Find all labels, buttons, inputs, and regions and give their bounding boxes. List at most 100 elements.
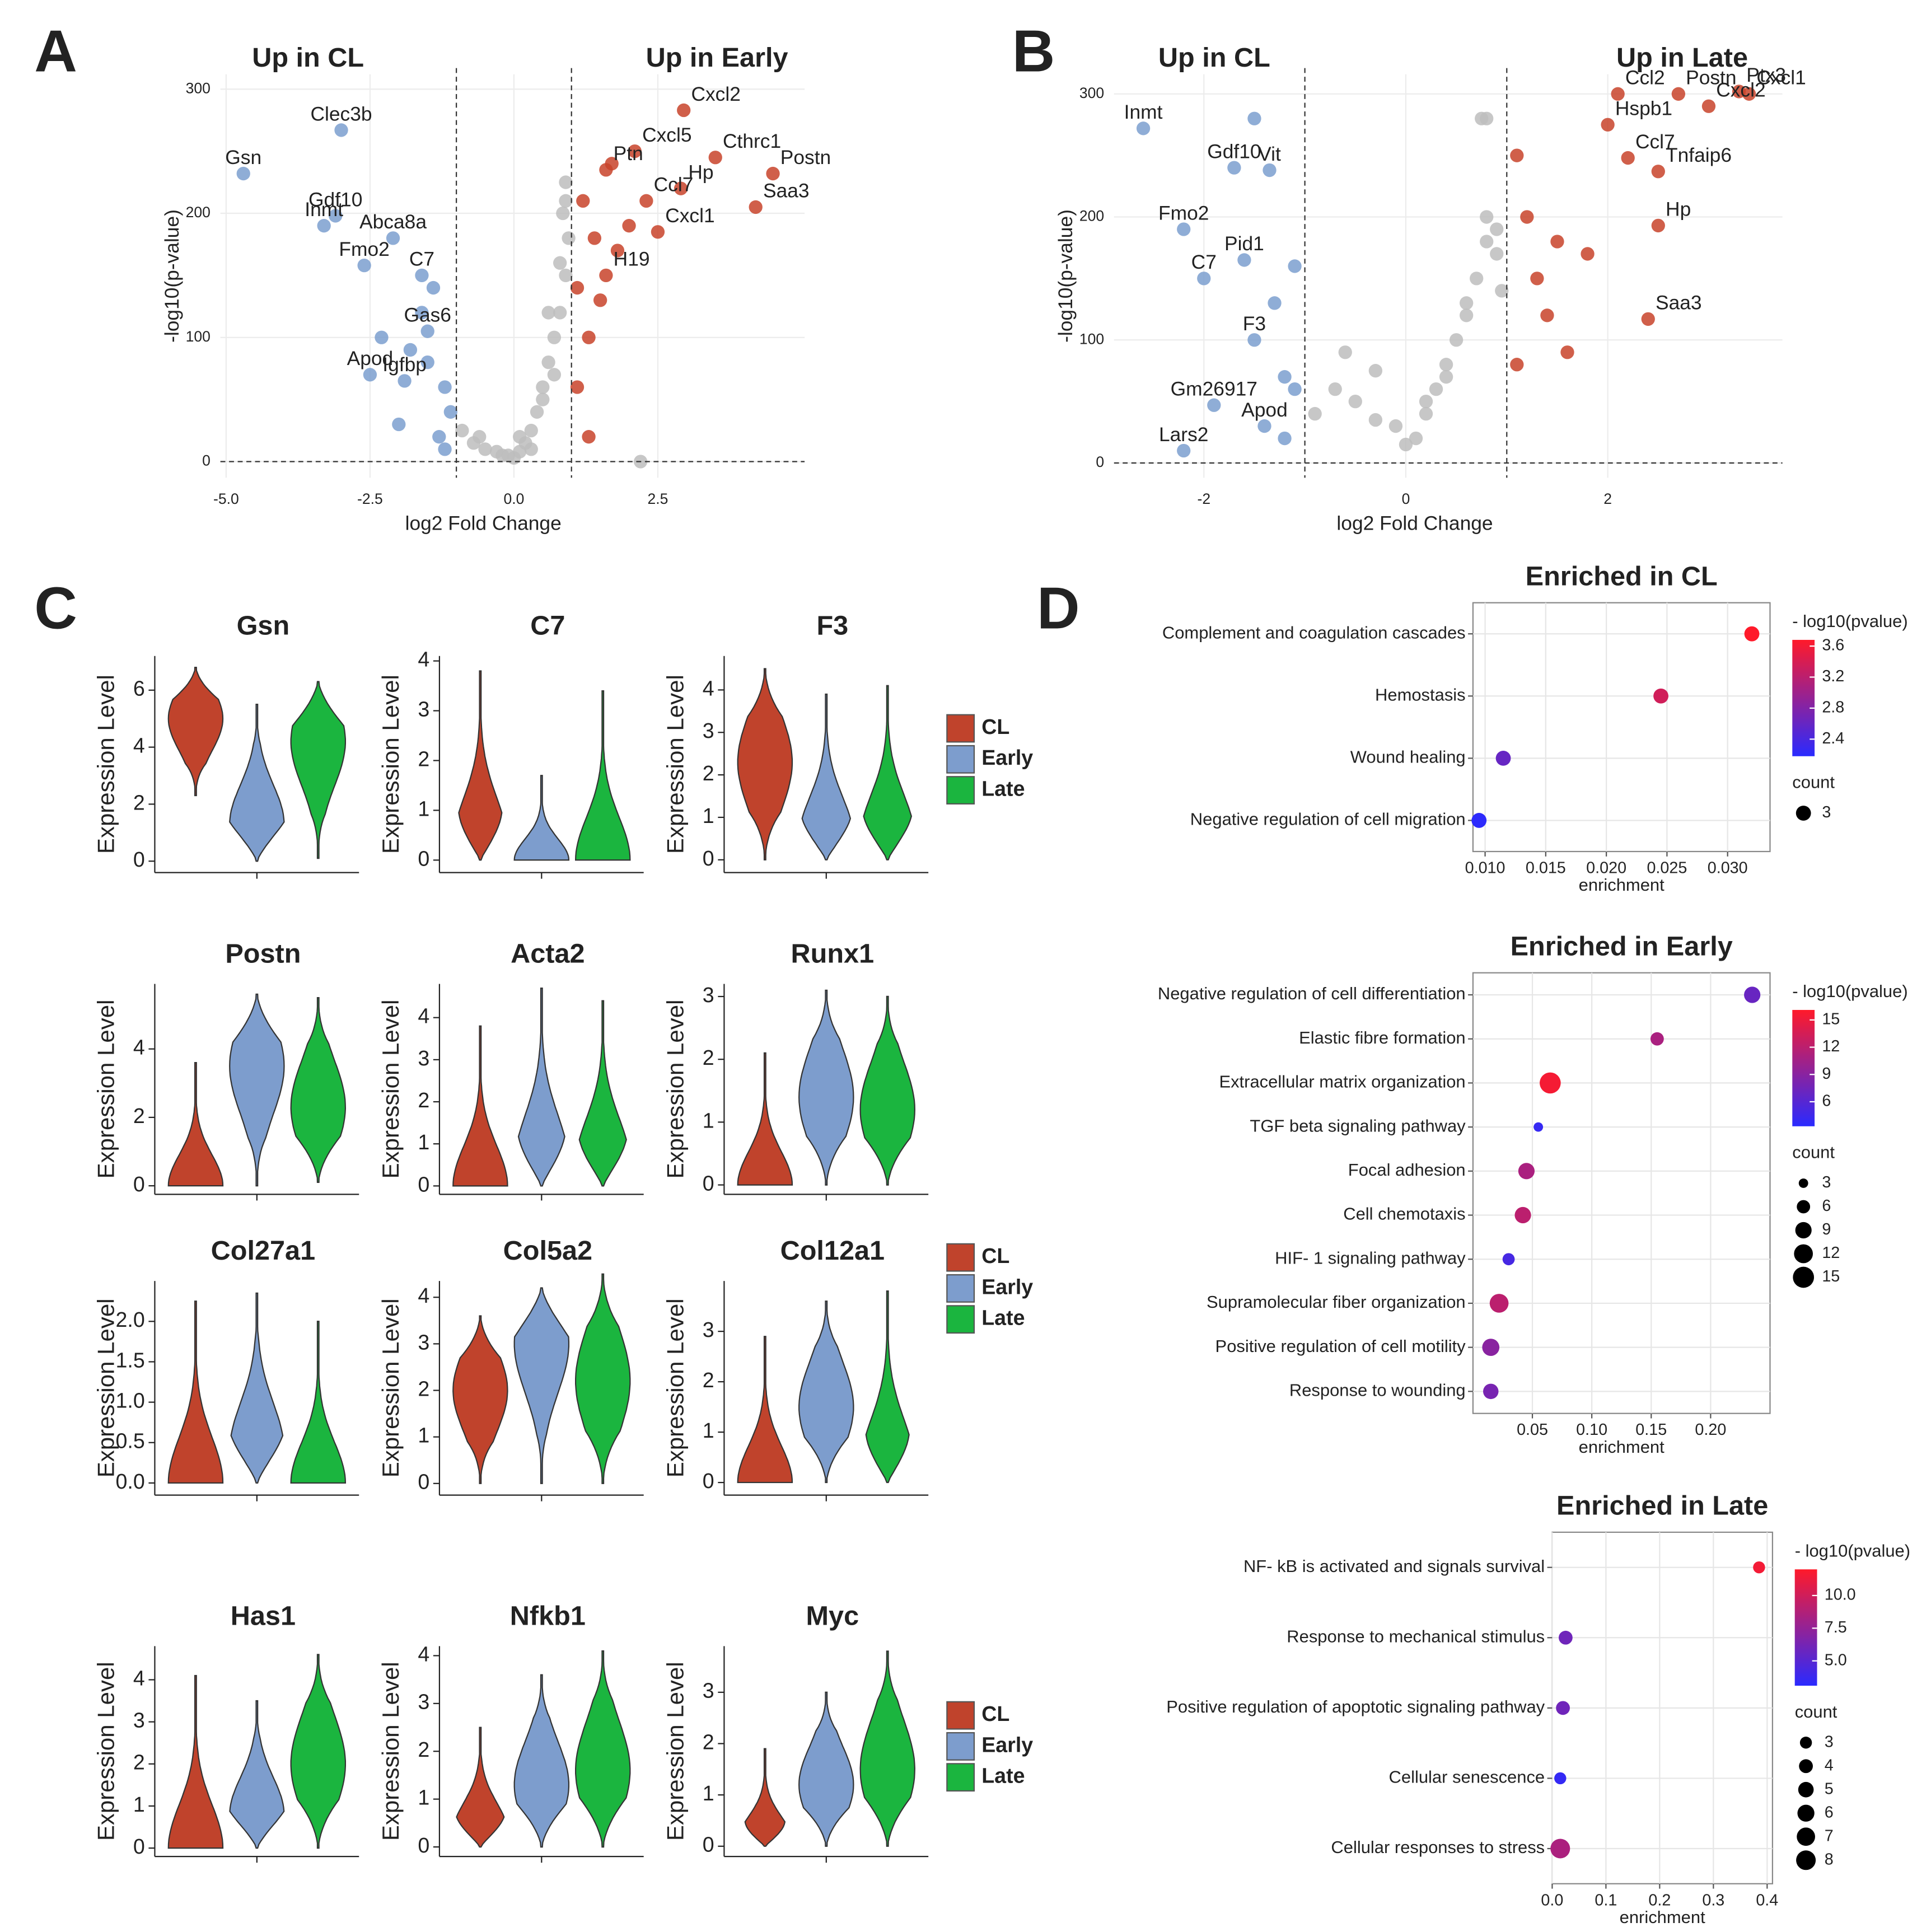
y-tick-label: 0 <box>703 1171 714 1195</box>
point <box>553 256 567 270</box>
y-tick-label: 0 <box>202 452 211 469</box>
dot <box>1489 1294 1509 1313</box>
violin <box>863 685 913 860</box>
point <box>674 181 688 195</box>
violin <box>167 1674 224 1849</box>
point <box>524 423 538 438</box>
y-tick-label: 4 <box>703 676 714 700</box>
gene-label: Clec3b <box>310 103 372 125</box>
point <box>1388 419 1403 433</box>
gene-label: Cxcl1 <box>665 205 714 227</box>
point <box>651 225 665 239</box>
violin <box>513 1674 570 1848</box>
gene-label: Cxcl2 <box>691 83 740 105</box>
violin-title: Col27a1 <box>211 1236 316 1266</box>
dot <box>1753 1561 1765 1574</box>
point <box>236 166 250 181</box>
y-tick-label: 4 <box>418 1284 429 1307</box>
size-legend-title: count <box>1795 1702 1838 1722</box>
y-axis-label: Expression Level <box>377 1662 404 1841</box>
x-tick-label: 0 <box>1402 490 1410 507</box>
legend-label: Late <box>981 776 1025 800</box>
legend-swatch <box>946 714 975 743</box>
y-axis-label: Expression Level <box>93 675 119 854</box>
size-label: 3 <box>1822 803 1831 821</box>
x-tick-label: 0.20 <box>1695 1421 1726 1439</box>
violin-title: Nfkb1 <box>510 1601 586 1631</box>
point <box>1197 272 1211 286</box>
x-axis-label: log2 Fold Change <box>1336 513 1493 535</box>
x-tick-label: 0.020 <box>1586 859 1626 877</box>
point <box>398 374 412 388</box>
violin <box>452 1025 508 1187</box>
y-tick-label: 2 <box>418 747 429 770</box>
annotation: Up in CL <box>1158 43 1270 73</box>
x-axis-label: enrichment <box>1620 1907 1705 1927</box>
y-axis-label: Expression Level <box>377 675 404 854</box>
point <box>1348 394 1362 409</box>
point <box>1459 296 1474 310</box>
dot-title: Enriched in CL <box>1526 561 1718 591</box>
y-axis-label: Expression Level <box>377 1298 404 1477</box>
point <box>1510 148 1524 162</box>
point <box>426 280 441 295</box>
y-tick-label: 2 <box>703 1046 714 1069</box>
violin-title: Col5a2 <box>503 1236 592 1266</box>
y-axis-label: Expression Level <box>377 1000 404 1179</box>
panel-label: C <box>34 575 77 641</box>
violin <box>737 668 793 860</box>
y-tick-label: 0 <box>703 1469 714 1493</box>
point <box>1419 394 1433 409</box>
y-tick-label: 3 <box>133 1709 145 1732</box>
size-label: 8 <box>1825 1850 1834 1868</box>
point <box>570 380 585 394</box>
gene-label: C7 <box>409 249 434 270</box>
violin <box>458 670 503 861</box>
x-tick-label: 0.015 <box>1526 859 1566 877</box>
y-tick-label: 0.0 <box>116 1470 145 1493</box>
point <box>438 380 452 394</box>
dot <box>1653 688 1668 704</box>
dot-title: Enriched in Late <box>1556 1491 1768 1521</box>
point <box>1177 222 1191 236</box>
x-axis-label: enrichment <box>1579 1437 1665 1457</box>
y-tick-label: 0 <box>418 1172 429 1196</box>
term-label: TGF beta signaling pathway <box>1250 1116 1466 1135</box>
violin <box>290 1321 347 1484</box>
y-tick-label: 100 <box>186 328 211 345</box>
y-axis-label: Expression Level <box>662 675 688 854</box>
y-tick-label: 1 <box>418 1130 429 1154</box>
x-tick-label: -5.0 <box>213 490 239 507</box>
point <box>1399 437 1413 452</box>
y-tick-label: 1.0 <box>116 1389 145 1412</box>
size-label: 9 <box>1822 1220 1831 1238</box>
plot-area <box>1472 972 1771 1414</box>
point <box>1671 87 1686 101</box>
gene-label: Saa3 <box>1656 292 1702 314</box>
y-tick-label: 3 <box>703 719 714 742</box>
colorbar-label: 7.5 <box>1825 1618 1847 1636</box>
point <box>1480 210 1494 224</box>
gene-label: Vit <box>1258 143 1281 165</box>
term-label: Wound healing <box>1350 747 1466 767</box>
y-axis-label: -log10(p-value) <box>1055 209 1077 343</box>
y-tick-label: 2 <box>133 790 145 814</box>
size-key <box>1795 1222 1812 1239</box>
violin-title: Gsn <box>237 611 290 641</box>
y-tick-label: 4 <box>133 734 145 757</box>
colorbar-label: 3.6 <box>1822 637 1844 654</box>
point <box>1419 406 1433 421</box>
point <box>1247 111 1261 125</box>
point <box>524 442 538 456</box>
violin <box>798 1691 854 1847</box>
point <box>363 368 377 382</box>
size-label: 6 <box>1825 1803 1834 1821</box>
term-label: Elastic fibre formation <box>1299 1028 1465 1047</box>
panel-label: A <box>34 18 77 85</box>
legend-label: CL <box>981 1702 1009 1725</box>
x-tick-label: 0.025 <box>1647 859 1687 877</box>
violin <box>737 1052 793 1186</box>
y-tick-label: 1.5 <box>116 1348 145 1372</box>
